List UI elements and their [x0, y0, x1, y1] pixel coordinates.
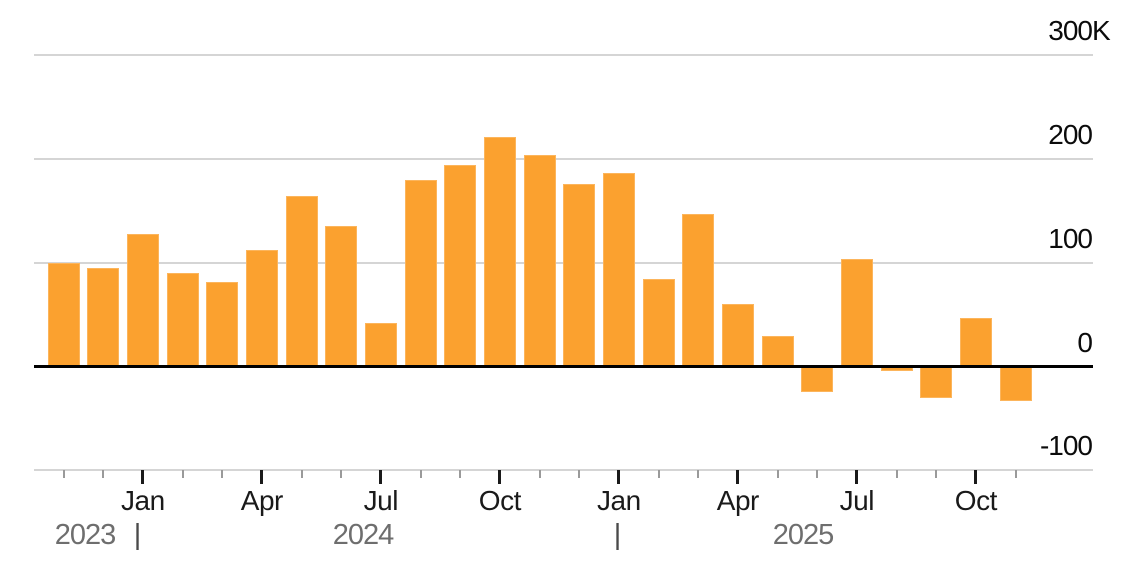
bar-sep-2024 [444, 165, 477, 368]
x-tick-sep-2024 [459, 470, 462, 478]
bar-jul-2025 [840, 258, 873, 368]
y-axis-label-0: 0 [1077, 326, 1093, 358]
x-tick-jun-2024 [340, 470, 343, 478]
x-tick-jun-2025 [816, 470, 819, 478]
bar-jul-2024 [364, 322, 397, 368]
y-axis-label-200: 200 [1048, 118, 1093, 150]
y-axis-label--100: -100 [1039, 430, 1093, 462]
month-label-jan-2025: Jan [597, 485, 641, 516]
month-label-apr-2024: Apr [240, 485, 284, 516]
y-axis-label-value: 300 [1048, 15, 1093, 47]
y-axis-label-value: -100 [1039, 430, 1093, 462]
x-tick-major-jul-2024 [379, 470, 383, 484]
y-axis-label-100: 100 [1048, 222, 1093, 254]
gridline-300 [34, 54, 1093, 57]
month-label-jan-2024: Jan [121, 485, 165, 516]
year-divider-3: | [613, 519, 622, 551]
year-label-2024: 2024 [332, 519, 395, 551]
month-label-apr-2025: Apr [716, 485, 760, 516]
x-tick-aug-2025 [895, 470, 898, 478]
x-tick-major-jan-2025 [617, 470, 621, 484]
x-tick-major-apr-2024 [260, 470, 264, 484]
bar-jun-2025 [801, 367, 834, 392]
bar-dec-2023 [87, 267, 120, 368]
bar-apr-2025 [721, 304, 754, 368]
bar-nov-2023 [47, 262, 80, 368]
bar-sep-2025 [920, 367, 953, 399]
bar-may-2024 [285, 196, 318, 368]
y-axis-label-value: 0 [1077, 326, 1093, 358]
month-label-jul-2024: Jul [363, 485, 399, 516]
bar-aug-2025 [880, 367, 913, 372]
y-axis-label-value: 200 [1048, 118, 1093, 150]
x-tick-nov-2023 [62, 470, 65, 478]
x-tick-major-oct-2025 [974, 470, 978, 484]
bar-apr-2024 [245, 250, 278, 368]
bar-mar-2025 [682, 213, 715, 368]
x-tick-may-2024 [300, 470, 303, 478]
bar-oct-2025 [959, 317, 992, 368]
bar-mar-2024 [206, 282, 239, 368]
x-tick-mar-2024 [221, 470, 224, 478]
year-label-2025: 2025 [772, 519, 835, 551]
x-tick-mar-2025 [697, 470, 700, 478]
bar-feb-2024 [166, 273, 199, 368]
x-tick-sep-2025 [935, 470, 938, 478]
bar-jun-2024 [325, 226, 358, 368]
y-axis-label-value: 100 [1048, 222, 1093, 254]
bar-jan-2024 [126, 233, 159, 368]
year-divider-1: | [133, 519, 142, 551]
x-tick-dec-2023 [102, 470, 105, 478]
x-tick-major-jan-2024 [141, 470, 145, 484]
x-tick-nov-2024 [538, 470, 541, 478]
month-label-jul-2025: Jul [839, 485, 875, 516]
bar-feb-2025 [642, 279, 675, 368]
bar-nov-2024 [523, 154, 556, 368]
x-tick-feb-2025 [657, 470, 660, 478]
year-label-2023: 2023 [54, 519, 117, 551]
y-axis-label-unit-suffix: K [1092, 15, 1111, 47]
y-axis-label-300K: 300 K [1048, 15, 1110, 47]
gridline--100 [34, 469, 1093, 472]
x-tick-may-2025 [776, 470, 779, 478]
x-tick-feb-2024 [181, 470, 184, 478]
x-tick-major-apr-2025 [736, 470, 740, 484]
x-tick-major-oct-2024 [498, 470, 502, 484]
x-tick-major-jul-2025 [855, 470, 859, 484]
x-tick-dec-2024 [578, 470, 581, 478]
x-tick-aug-2024 [419, 470, 422, 478]
bar-may-2025 [761, 336, 794, 368]
bar-oct-2024 [483, 137, 516, 368]
bar-aug-2024 [404, 179, 437, 368]
gridline-200 [34, 157, 1093, 160]
zero-line [34, 365, 1093, 368]
bar-jan-2025 [602, 173, 635, 368]
bar-nov-2025 [999, 367, 1032, 402]
month-label-oct-2024: Oct [478, 485, 522, 516]
month-label-oct-2025: Oct [954, 485, 998, 516]
bar-dec-2024 [563, 183, 596, 368]
x-tick-nov-2025 [1014, 470, 1017, 478]
